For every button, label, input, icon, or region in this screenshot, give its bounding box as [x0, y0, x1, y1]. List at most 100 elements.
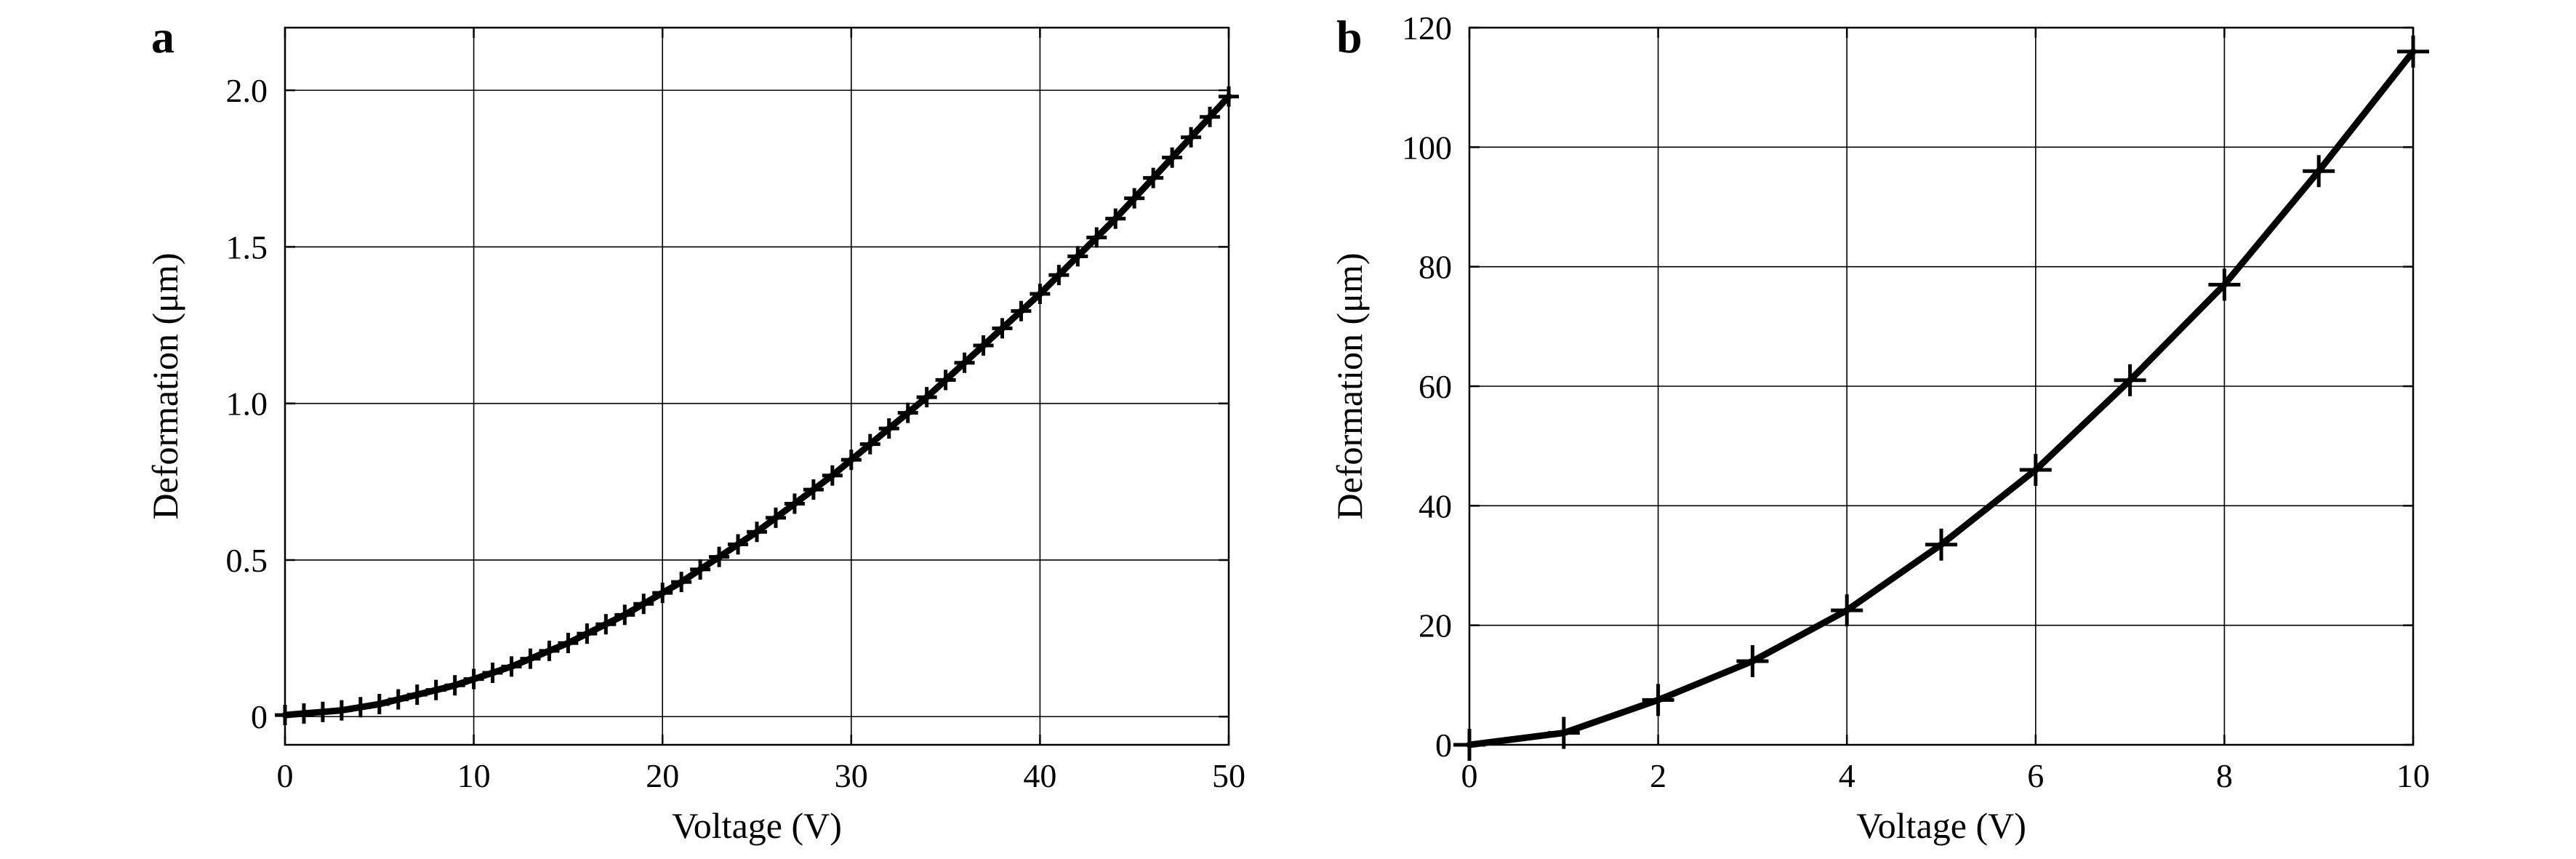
panel-a-data-point [784, 493, 805, 514]
panel-a-data-point [388, 689, 409, 710]
panel-b-grid [1469, 28, 2413, 745]
panel-a-data-point [822, 465, 843, 486]
panel-a-data-point [350, 697, 371, 718]
panel-a-data-point [1011, 300, 1032, 321]
panel-a-data-point [992, 318, 1013, 339]
panel-a-y-tick-label: 2.0 [226, 72, 268, 109]
panel-a-data-point [803, 479, 824, 500]
panel-a-data-point [520, 648, 541, 669]
panel-a-data-point [765, 507, 786, 528]
panel-b-y-tick-label: 0 [1435, 727, 1452, 764]
panel-b-data-point [1642, 684, 1674, 716]
panel-b-x-tick-label: 4 [1839, 757, 1855, 794]
panel-b-data-point [2114, 364, 2146, 396]
panel-a-data-point [463, 668, 484, 690]
panel-a-data-point [652, 583, 673, 604]
panel-b-y-tick-label: 20 [1419, 607, 1452, 644]
panel-a-data-point [1124, 188, 1145, 209]
panel-b-data-point [2303, 155, 2335, 188]
panel-b-y-tick-label: 60 [1419, 368, 1452, 405]
panel-a-data-point [482, 662, 503, 683]
panel-a-data-point [1030, 283, 1051, 304]
panel-a-data-point [614, 604, 635, 626]
panel-a-data-point [406, 684, 428, 706]
panel-b-y-axis-title: Deformation (μm) [1329, 253, 1370, 520]
panel-a-data-point [916, 387, 937, 408]
panel-b-y-tick-label: 100 [1402, 129, 1452, 166]
panel-b-letter: b [1336, 11, 1363, 63]
panel-b-data-line [1466, 48, 2417, 748]
panel-a-data-point [1143, 167, 1164, 188]
panel-a-data-point [690, 559, 711, 580]
panel-b-data-point [1736, 644, 1769, 677]
panel-a-data-point [293, 703, 314, 724]
panel-a-x-tick-label: 20 [646, 757, 679, 794]
panel-a-series [275, 86, 1239, 726]
panel-a-data-point [595, 614, 617, 635]
panel-a-data-point [1086, 227, 1107, 248]
panel-a-data-point [954, 352, 975, 373]
panel-a-data-point [671, 572, 692, 593]
panel-a-y-tick-label: 1.0 [226, 385, 268, 423]
panel-a-data-point [840, 450, 862, 471]
panel-a-x-tick-label: 0 [277, 757, 294, 794]
panel-b-data-point [1547, 716, 1580, 749]
panel-b-x-tick-label: 0 [1461, 757, 1478, 794]
panel-a-data-point [878, 418, 899, 439]
panel-a-chart: a 0 10 20 30 40 50 0 0.5 1.0 1.5 2.0 Voltage (V) D… [145, 11, 1245, 846]
panel-a-data-point [747, 522, 767, 543]
panel-b-y-tick-label: 40 [1419, 487, 1452, 524]
panel-a-letter: a [151, 11, 174, 63]
panel-a-y-axis-title: Deformation (μm) [145, 253, 185, 520]
panel-a-data-point [1105, 208, 1126, 229]
panel-a-data-point [444, 675, 465, 696]
panel-a-data-point [973, 335, 994, 356]
panel-b-x-tick-label: 8 [2216, 757, 2233, 794]
panel-a-data-line [281, 93, 1232, 719]
panel-a-grid [285, 28, 1229, 745]
panel-b-y-tick-label: 120 [1402, 9, 1452, 47]
panel-a-y-tick-label: 0 [251, 698, 268, 735]
panel-a-data-point [1200, 106, 1221, 127]
panel-a-y-tick-label: 0.5 [226, 542, 268, 579]
panel-a-data-point [331, 700, 352, 721]
panel-a-data-point [539, 640, 560, 661]
panel-a-x-axis-title: Voltage (V) [672, 805, 842, 846]
panel-b-data-point [1925, 528, 1957, 561]
panel-a-data-point [709, 546, 730, 567]
panel-a-data-point [633, 594, 654, 615]
panel-a-axes: 0 10 20 30 40 50 0 0.5 1.0 1.5 2.0 [226, 26, 1245, 794]
panel-a-x-tick-label: 30 [835, 757, 868, 794]
panel-a-data-point [558, 633, 579, 654]
panel-b-x-tick-label: 2 [1650, 757, 1666, 794]
panel-a-data-point [859, 434, 880, 455]
panel-a-plot-frame [284, 26, 1230, 746]
panel-b-x-tick-label: 10 [2396, 757, 2430, 794]
panel-a-data-point [501, 656, 522, 677]
panel-a-data-point [935, 369, 956, 391]
panel-a-data-point [1181, 127, 1202, 148]
panel-a-x-tick-label: 50 [1212, 757, 1245, 794]
panel-b-x-tick-label: 6 [2027, 757, 2044, 794]
panel-a-x-tick-label: 10 [457, 757, 491, 794]
panel-a-data-point [1162, 147, 1183, 168]
panel-a-data-point [1048, 265, 1070, 286]
panel-b-data-point [1831, 594, 1863, 627]
panel-b-x-axis-title: Voltage (V) [1856, 805, 2026, 846]
panel-b-data-point [2208, 268, 2241, 301]
panel-a-data-point [312, 701, 333, 722]
panel-b-y-tick-label: 80 [1419, 249, 1452, 286]
panel-a-data-point [897, 402, 918, 423]
panel-b-data-point [2019, 454, 2052, 487]
panel-a-y-tick-label: 1.5 [226, 228, 268, 265]
panel-b-series [1453, 35, 2429, 761]
panel-a-data-point [425, 679, 446, 700]
panel-a-data-point [577, 623, 598, 644]
panel-a-data-point [1067, 246, 1088, 267]
panel-a-x-tick-label: 40 [1023, 757, 1056, 794]
panel-a-data-point [728, 534, 749, 555]
panel-a-data-point [369, 694, 390, 715]
